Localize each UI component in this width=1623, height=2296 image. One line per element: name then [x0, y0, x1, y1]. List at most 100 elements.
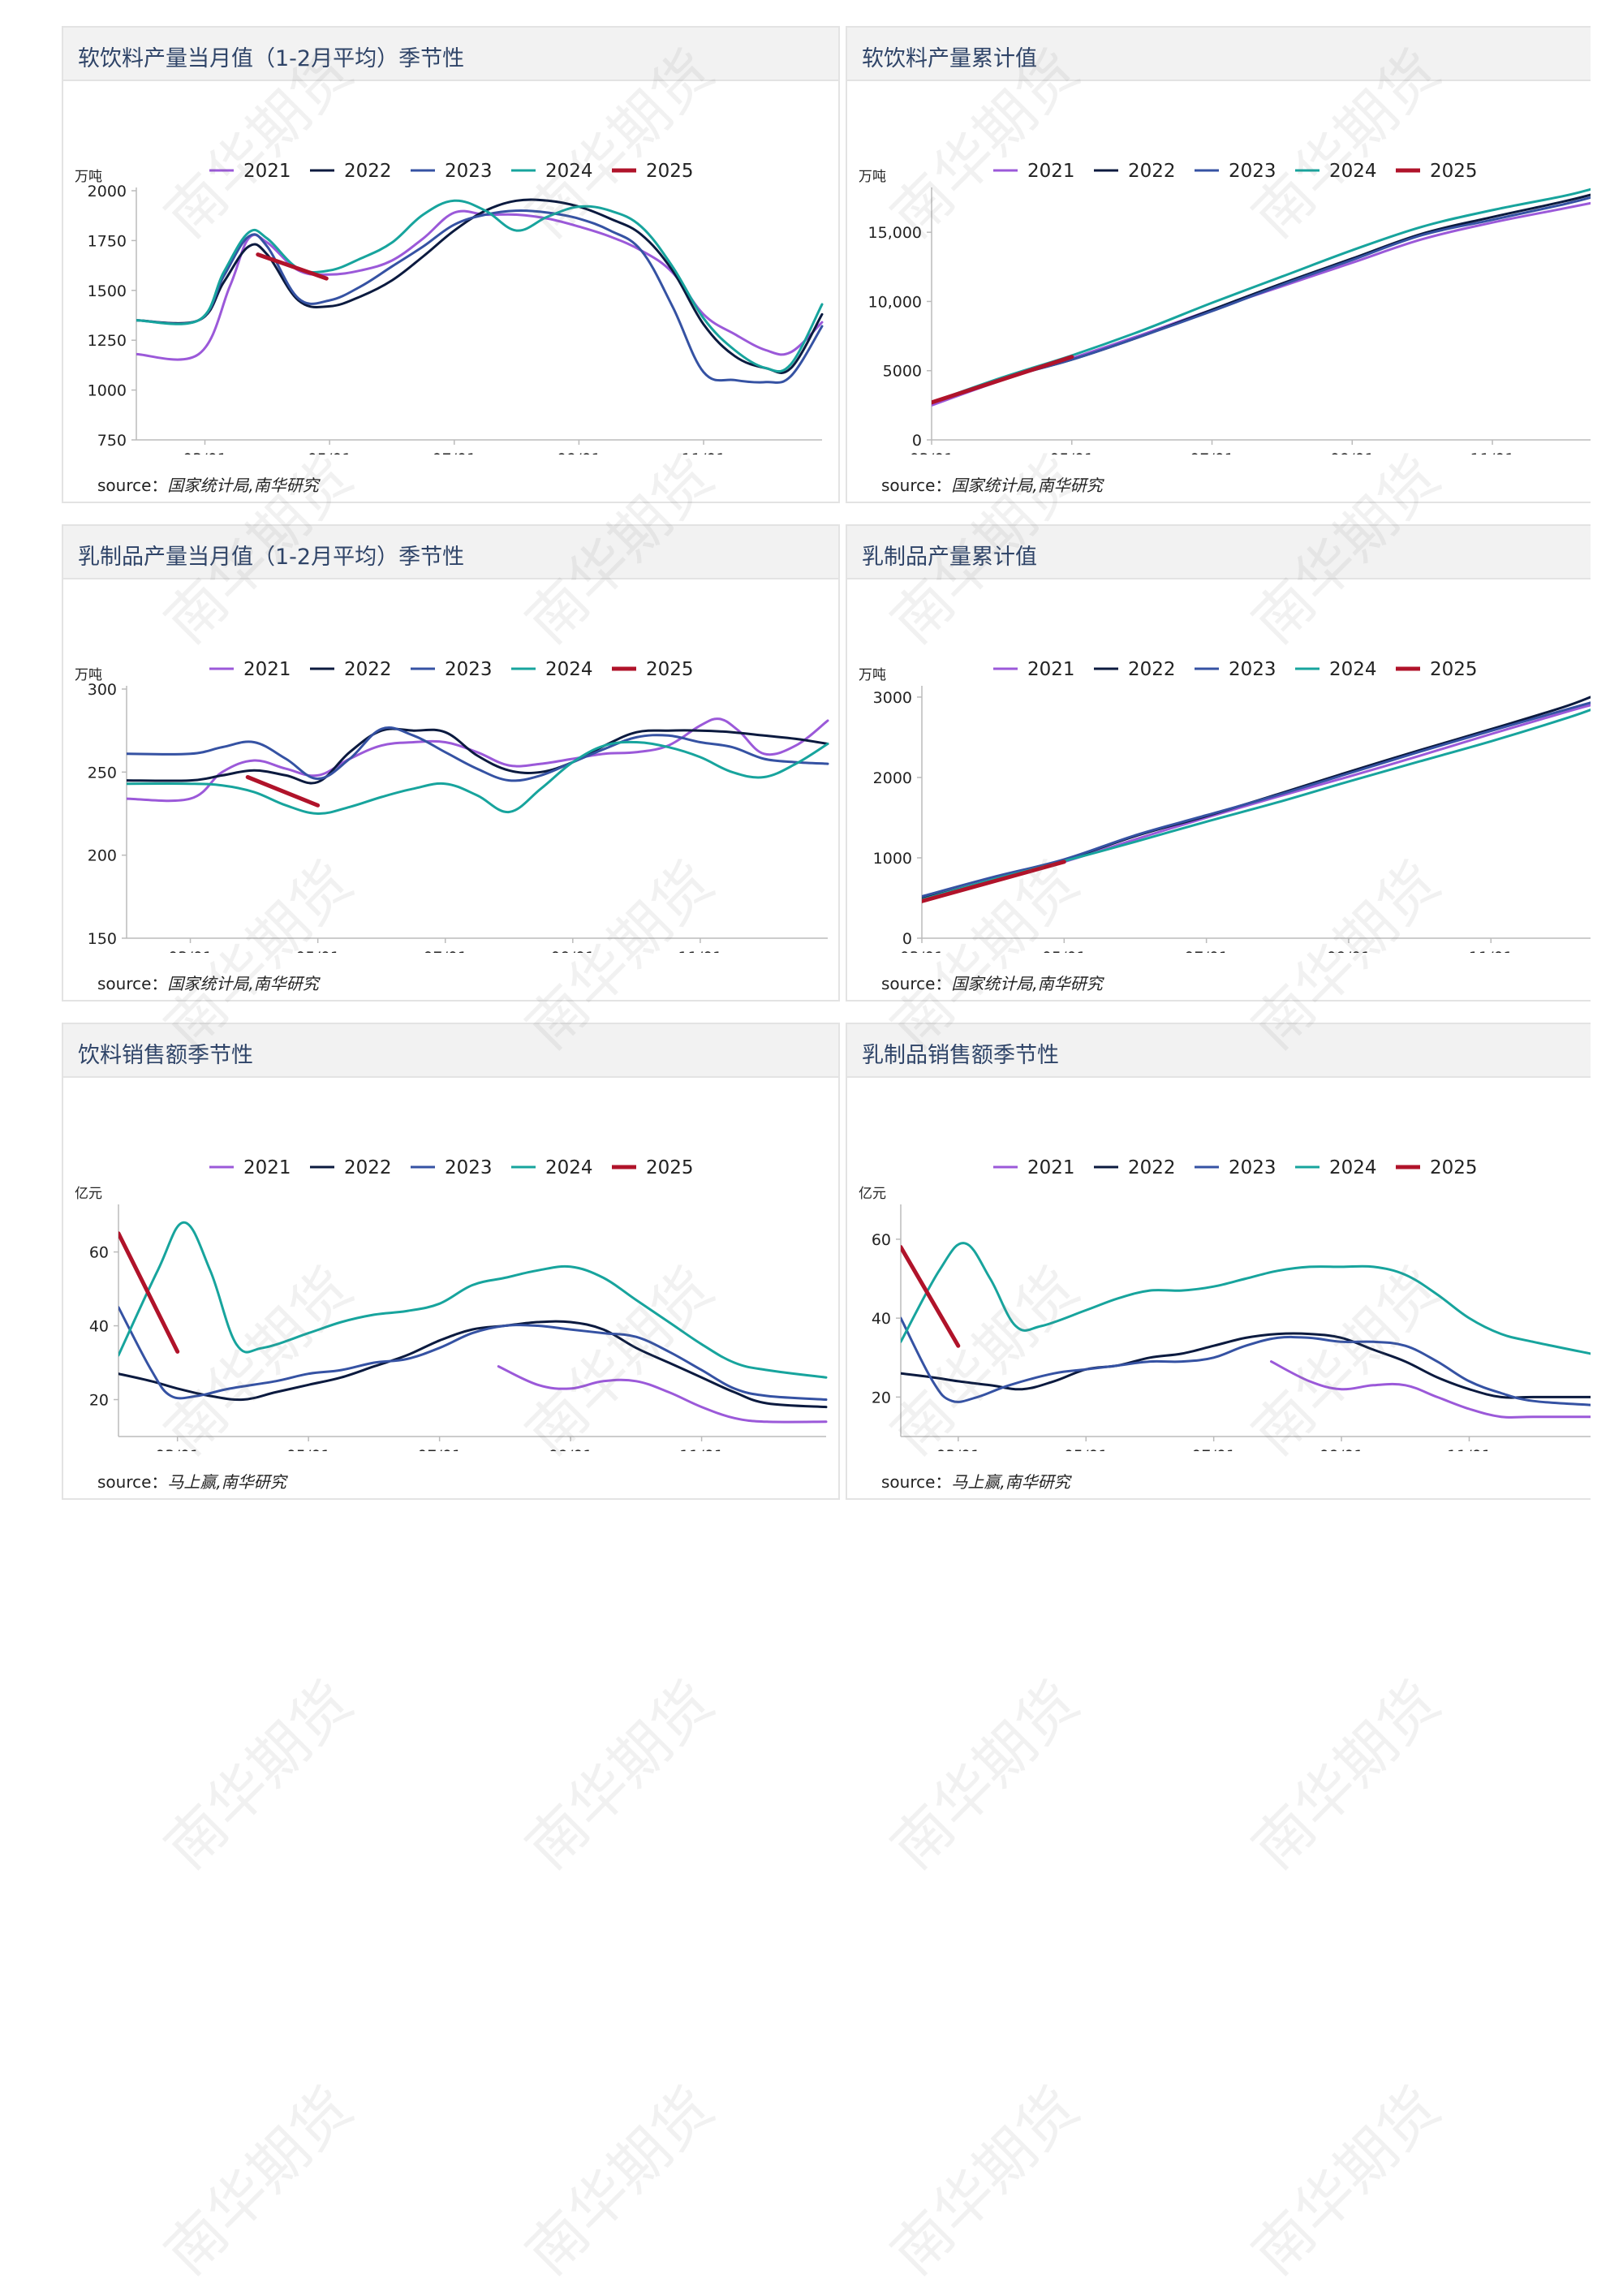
- chart-panel-dairy-sales: 乳制品销售额季节性 2021 2022 2023 2024 2025 亿元 20 40 60 03…: [846, 1023, 1591, 1500]
- y-tick-label: 250: [88, 764, 117, 782]
- legend-item-2025[interactable]: 2025: [1396, 1157, 1478, 1178]
- y-tick-label: 200: [88, 847, 117, 865]
- legend-item-2021[interactable]: 2021: [209, 659, 291, 680]
- legend-item-2023[interactable]: 2023: [1195, 161, 1276, 182]
- x-tick-label: 11/01: [1470, 450, 1515, 454]
- y-tick-label: 750: [97, 432, 127, 450]
- legend-item-2023[interactable]: 2023: [1195, 659, 1276, 680]
- chart-source: source：国家统计局,南华研究: [881, 974, 1103, 993]
- legend-item-2022[interactable]: 2022: [1094, 659, 1176, 680]
- legend-item-2024[interactable]: 2024: [1295, 161, 1377, 182]
- chart-source: source：国家统计局,南华研究: [97, 974, 319, 993]
- x-tick-label: 03/01: [155, 1447, 200, 1451]
- series-line-2023: [922, 701, 1591, 898]
- legend-item-2022[interactable]: 2022: [310, 161, 392, 182]
- series-line-2021: [932, 201, 1591, 407]
- chart-title: 乳制品销售额季节性: [862, 1043, 1059, 1068]
- legend-label: 2023: [445, 1157, 493, 1178]
- y-tick-label: 10,000: [868, 293, 922, 311]
- chart-svg: 2021 2022 2023 2024 2025 万吨 0 1000 2000 3000 03/01…: [859, 659, 1591, 953]
- legend-item-2022[interactable]: 2022: [310, 1157, 392, 1178]
- legend-label: 2023: [1229, 659, 1276, 680]
- x-tick-label: 11/01: [678, 949, 723, 953]
- legend-label: 2025: [1430, 1157, 1478, 1178]
- legend-label: 2025: [646, 1157, 694, 1178]
- legend-label: 2024: [545, 659, 593, 680]
- watermark-text: 南华期货: [1239, 2074, 1453, 2288]
- y-tick-label: 5000: [883, 363, 922, 381]
- legend-item-2021[interactable]: 2021: [993, 659, 1075, 680]
- x-tick-label: 09/01: [557, 450, 601, 454]
- y-tick-label: 40: [89, 1318, 109, 1336]
- y-unit-label: 万吨: [859, 169, 886, 185]
- panel-header: 软饮料产量累计值: [847, 28, 1591, 81]
- series-line-2025: [922, 859, 1066, 903]
- source-text: 国家统计局,南华研究: [951, 974, 1103, 993]
- y-tick-label: 20: [89, 1392, 109, 1410]
- legend-label: 2024: [1329, 659, 1377, 680]
- legend-item-2025[interactable]: 2025: [612, 659, 694, 680]
- legend-item-2024[interactable]: 2024: [1295, 1157, 1377, 1178]
- x-tick-label: 09/01: [550, 949, 595, 953]
- legend-item-2022[interactable]: 2022: [310, 659, 392, 680]
- legend-label: 2025: [1430, 161, 1478, 182]
- legend-item-2021[interactable]: 2021: [993, 1157, 1075, 1178]
- series-line-2021: [497, 1365, 828, 1424]
- legend-item-2022[interactable]: 2022: [1094, 161, 1176, 182]
- legend-item-2023[interactable]: 2023: [411, 161, 493, 182]
- series-line-2022: [118, 1320, 828, 1409]
- chart-svg: 2021 2022 2023 2024 2025 万吨 0 5000 10,000 15,000 0…: [859, 161, 1591, 454]
- x-tick-label: 03/01: [910, 450, 954, 454]
- y-tick-label: 2000: [873, 769, 912, 787]
- legend-label: 2023: [445, 161, 493, 182]
- x-tick-label: 05/01: [308, 450, 352, 454]
- x-tick-label: 11/01: [1447, 1447, 1492, 1451]
- legend-label: 2023: [445, 659, 493, 680]
- legend-item-2023[interactable]: 2023: [411, 659, 493, 680]
- x-tick-label: 07/01: [432, 450, 476, 454]
- legend-item-2025[interactable]: 2025: [612, 1157, 694, 1178]
- legend-item-2023[interactable]: 2023: [1195, 1157, 1276, 1178]
- watermark-text: 南华期货: [152, 2074, 366, 2288]
- panel-header: 乳制品产量当月值（1-2月平均）季节性: [63, 526, 838, 579]
- legend-item-2024[interactable]: 2024: [511, 1157, 593, 1178]
- legend-label: 2022: [1128, 161, 1176, 182]
- legend-label: 2022: [1128, 1157, 1176, 1178]
- y-tick-label: 20: [872, 1389, 891, 1406]
- legend-label: 2025: [646, 659, 694, 680]
- legend-label: 2024: [1329, 161, 1377, 182]
- legend-item-2021[interactable]: 2021: [993, 161, 1075, 182]
- legend-item-2025[interactable]: 2025: [612, 161, 694, 182]
- legend-item-2024[interactable]: 2024: [511, 659, 593, 680]
- y-unit-label: 亿元: [75, 1186, 102, 1202]
- legend-item-2025[interactable]: 2025: [1396, 161, 1478, 182]
- legend-item-2022[interactable]: 2022: [1094, 1157, 1176, 1178]
- x-tick-label: 05/01: [286, 1447, 331, 1451]
- y-tick-label: 40: [872, 1310, 891, 1328]
- series-line-2025: [245, 775, 321, 808]
- legend-label: 2021: [1027, 161, 1075, 182]
- legend-item-2023[interactable]: 2023: [411, 1157, 493, 1178]
- series-line-2024: [136, 199, 824, 373]
- legend-label: 2021: [243, 659, 291, 680]
- legend-item-2024[interactable]: 2024: [511, 161, 593, 182]
- y-unit-label: 万吨: [859, 667, 886, 683]
- x-tick-label: 03/01: [183, 450, 227, 454]
- legend-label: 2024: [545, 161, 593, 182]
- legend-item-2024[interactable]: 2024: [1295, 659, 1377, 680]
- chart-source: source：国家统计局,南华研究: [881, 476, 1103, 495]
- chart-title: 饮料销售额季节性: [78, 1043, 253, 1068]
- legend-item-2021[interactable]: 2021: [209, 1157, 291, 1178]
- series-line-2025: [901, 1245, 961, 1348]
- series-line-2022: [901, 1332, 1591, 1399]
- legend-label: 2022: [344, 659, 392, 680]
- legend-item-2025[interactable]: 2025: [1396, 659, 1478, 680]
- legend-label: 2024: [1329, 1157, 1377, 1178]
- legend-item-2021[interactable]: 2021: [209, 161, 291, 182]
- y-tick-label: 150: [88, 930, 117, 948]
- y-tick-label: 1750: [88, 232, 127, 250]
- chart-title: 乳制品产量累计值: [862, 545, 1037, 570]
- x-tick-label: 05/01: [1064, 1447, 1109, 1451]
- legend-label: 2022: [344, 1157, 392, 1178]
- series-line-2022: [127, 727, 829, 785]
